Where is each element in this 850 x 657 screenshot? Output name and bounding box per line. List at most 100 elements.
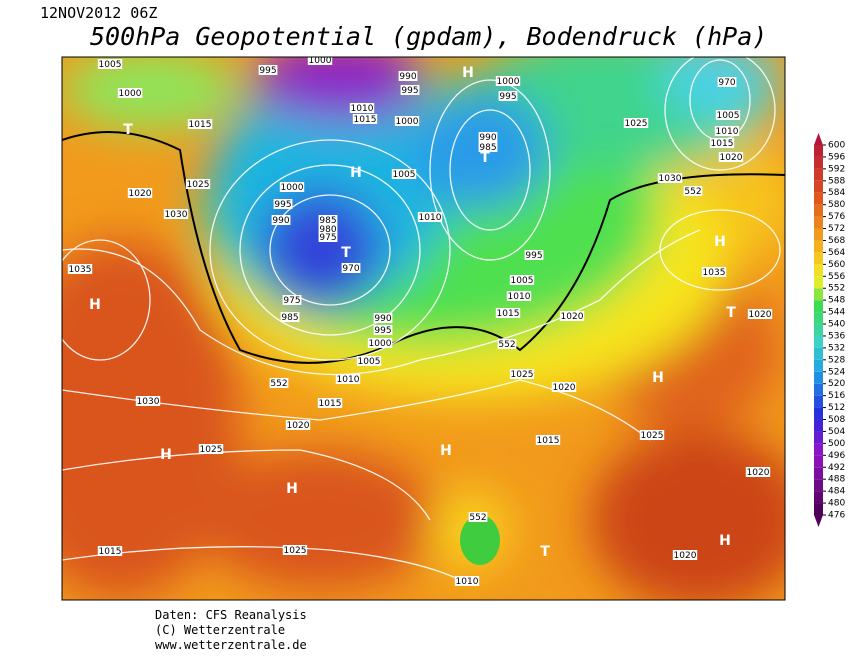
colorbar-swatch [814,443,823,456]
colorbar-swatch [814,335,823,348]
isobar-label: 1035 [69,265,92,275]
isobar-label: 1025 [284,546,307,556]
isobar-label: 1025 [625,119,648,129]
colorbar-label: 504 [828,427,845,437]
isobar-label: 552 [684,187,701,197]
isobar-label-bg [495,76,521,86]
colorbar-swatch [814,312,823,325]
isobar-label: 990 [374,314,391,324]
colorbar-label: 588 [828,176,845,186]
isobar-label-bg [639,430,665,440]
pressure-center: H [440,443,452,459]
isobar-label-bg [282,295,302,305]
isobar-label: 995 [259,66,276,76]
colorbar-swatch [814,276,823,289]
colorbar-top-arrow [814,133,823,145]
isobar-label: 1020 [561,312,584,322]
isobar-label-bg [497,339,517,349]
isobar-label-bg [535,435,561,445]
isobar-label-bg [163,209,189,219]
isobar-label: 975 [319,233,336,243]
colorbar-label: 568 [828,236,845,246]
colorbar-label: 572 [828,224,845,234]
colorbar-swatch [814,467,823,480]
colorbar: 476 480 484 488 492 496 500 504 508 512 516 520 524 5… [814,133,845,527]
isobar-label-bg [498,91,518,101]
isobar-label-bg [67,264,93,274]
isobar-label: 1030 [165,210,188,220]
isobar-label-bg [135,396,161,406]
isobar-label: 995 [274,200,291,210]
isobar-label-bg [478,132,498,142]
isobar-label-bg [715,110,741,120]
isobar-label: 1025 [187,180,210,190]
colorbar-label: 544 [828,308,845,318]
isobar-label: 1025 [641,431,664,441]
colorbar-swatch [814,503,823,515]
colorbar-swatch [814,168,823,181]
isobar-label-bg [341,263,361,273]
isobar-label: 1010 [716,127,739,137]
colorbar-swatch [814,371,823,384]
isobar-label: 1020 [747,468,770,478]
isobar-label-bg [269,378,289,388]
footer-copyright: (C) Wetterzentrale [155,623,285,637]
colorbar-label: 492 [828,463,845,473]
colorbar-swatch [814,240,823,253]
isobar-label-bg [335,374,361,384]
isobar-label: 1005 [99,60,122,70]
isobar-label-bg [394,116,420,126]
title: 500hPa Geopotential (gpdam), Bodendruck … [90,22,767,51]
colorbar-label: 524 [828,367,845,377]
isobar-label-bg [468,512,488,522]
colorbar-swatch [814,300,823,313]
isobar-label: 990 [272,216,289,226]
colorbar-swatch [814,252,823,265]
colorbar-swatch [814,419,823,432]
isobar-label: 1005 [358,357,381,367]
isobar-label: 1010 [351,104,374,114]
isobar-label-bg [709,138,735,148]
colorbar-label: 548 [828,296,845,306]
colorbar-swatch [814,479,823,492]
isobar-label: 985 [479,143,496,153]
isobar-label-bg [258,65,278,75]
isobar-label-bg [398,71,418,81]
colorbar-label: 508 [828,415,845,425]
isobar-label-bg [373,325,393,335]
colorbar-label: 500 [828,439,845,449]
isobar-label: 552 [498,340,515,350]
isobar-label: 1020 [129,189,152,199]
isobar-label-bg [478,142,498,152]
pressure-center: H [286,481,298,497]
isobar-label: 1015 [537,436,560,446]
isobar-label-bg [97,546,123,556]
colorbar-label: 536 [828,331,845,341]
isobar-label: 985 [281,313,298,323]
pressure-center: H [160,447,172,463]
pressure-center: H [719,533,731,549]
isobar-label: 1000 [281,183,304,193]
colorbar-label: 576 [828,212,845,222]
pressure-center: H [462,65,474,81]
pressure-center: T [480,150,490,166]
colorbar-swatch [814,455,823,468]
map-frame [61,56,786,601]
isobar-label-bg [117,88,143,98]
isobar-label-bg [506,291,532,301]
colorbar-swatch [814,192,823,205]
colorbar-swatch [814,216,823,229]
pressure-center: T [726,305,736,321]
pressure-center: T [341,245,351,261]
colorbar-label: 600 [828,141,845,151]
isobar-label: 1010 [456,577,479,587]
isobar-label-bg [282,545,308,555]
isobar-label-bg [559,311,585,321]
isobar-label: 1035 [703,268,726,278]
isobar-label: 1030 [659,174,682,184]
colorbar-label: 484 [828,487,845,497]
isobar-label-bg [349,103,375,113]
colorbar-label: 552 [828,284,845,294]
isobar-label-bg [672,550,698,560]
isobar-label-bg [97,59,123,69]
